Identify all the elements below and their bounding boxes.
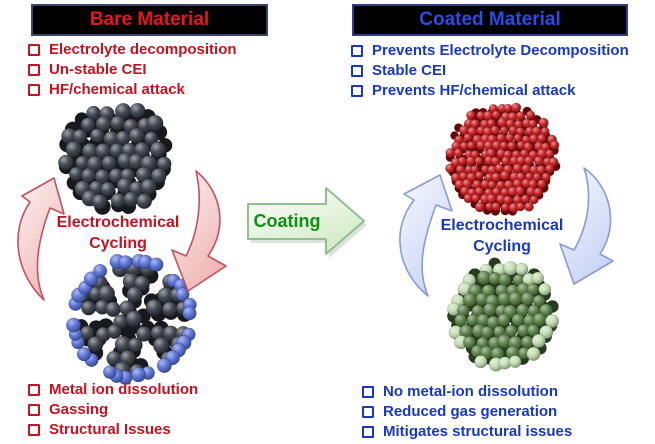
bullet-item: Stable CEI [351,62,629,79]
issue-text: Un-stable CEI [49,61,147,78]
issue-text: Stable CEI [372,62,447,79]
bare-cycle-arrow-down-icon [171,170,227,292]
bullet-item: Mitigates structural issues [362,423,572,440]
bare-bottom-issues-list: Metal ion dissolution Gassing Structural… [28,381,198,438]
cracked-particle-graphic [66,253,197,385]
bullet-square-icon [362,405,374,418]
bare-material-header: Bare Material [31,4,268,36]
bullet-item: No metal-ion dissolution [362,383,572,400]
bare-particle-graphic [58,102,173,215]
coating-arrow-label: Coating [253,211,321,231]
coated-cycling-label: Electrochemical Cycling [440,217,564,255]
bullet-item: Metal ion dissolution [28,381,198,398]
coated-material-title: Coated Material [419,9,561,30]
issue-text: Electrolyte decomposition [49,41,237,58]
bullet-square-icon [28,403,40,416]
issue-text: Reduced gas generation [383,403,558,420]
bullet-square-icon [362,385,374,398]
coating-arrow [247,187,365,255]
bullet-item: Prevents Electrolyte Decomposition [351,42,629,59]
bullet-item: Prevents HF/chemical attack [351,82,629,99]
issue-text: Structural Issues [49,421,171,438]
bullet-item: Un-stable CEI [28,61,237,78]
bullet-square-icon [28,63,40,76]
bullet-square-icon [351,44,363,57]
bullet-square-icon [28,383,40,396]
issue-text: No metal-ion dissolution [383,383,558,400]
bullet-square-icon [351,64,363,77]
bullet-square-icon [362,425,374,438]
bullet-item: Reduced gas generation [362,403,572,420]
coated-particle-graphic [445,102,561,216]
cycled-coated-particle-graphic [447,257,560,372]
issue-text: Metal ion dissolution [49,381,199,398]
issue-text: Prevents Electrolyte Decomposition [372,42,629,59]
issue-text: HF/chemical attack [49,81,185,98]
bare-material-title: Bare Material [89,9,210,30]
bare-cycle-arrow-up-icon [17,177,65,301]
bare-cycling-label: Electrochemical Cycling [56,214,180,252]
issue-text: Prevents HF/chemical attack [372,82,576,99]
bullet-square-icon [28,43,40,56]
issue-text: Mitigates structural issues [383,423,573,440]
coated-cycle-arrow-down-icon [559,167,614,285]
coated-top-issues-list: Prevents Electrolyte Decomposition Stabl… [351,42,629,99]
coated-bottom-issues-list: No metal-ion dissolution Reduced gas gen… [362,383,572,440]
bullet-square-icon [28,423,40,436]
bullet-item: Structural Issues [28,421,198,438]
issue-text: Gassing [49,401,109,418]
bullet-square-icon [28,83,40,96]
bullet-square-icon [351,84,363,97]
bullet-item: Gassing [28,401,198,418]
bare-top-issues-list: Electrolyte decomposition Un-stable CEI … [28,41,237,98]
bullet-item: HF/chemical attack [28,81,237,98]
coated-cycle-arrow-up-icon [399,174,453,297]
bullet-item: Electrolyte decomposition [28,41,237,58]
coated-material-header: Coated Material [352,4,628,36]
